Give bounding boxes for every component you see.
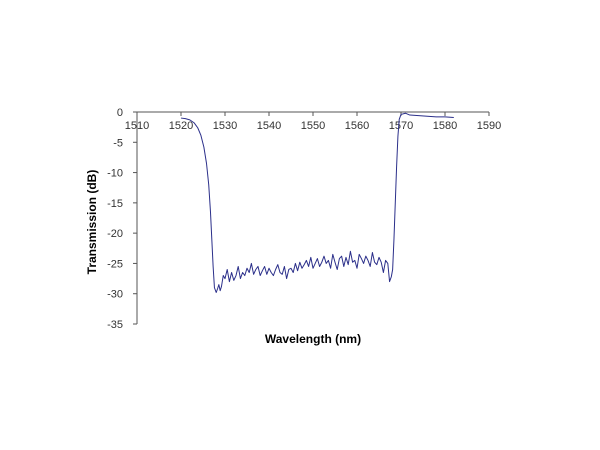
x-tick-label: 1520: [169, 120, 193, 132]
y-axis-title: Transmission (dB): [85, 170, 99, 275]
x-tick-label: 1510: [125, 120, 149, 132]
series-line: [180, 112, 454, 293]
x-tick-label: 1570: [389, 120, 413, 132]
x-tick-label: 1580: [433, 120, 457, 132]
y-tick-label: -10: [107, 168, 123, 180]
x-tick-label: 1550: [301, 120, 325, 132]
x-tick-label: 1590: [477, 120, 501, 132]
x-axis-ticks: 1510 1520 1530 1540 1550 1560 1570 1580 1590: [125, 112, 501, 132]
y-tick-label: -20: [107, 228, 123, 240]
x-tick-label: 1540: [257, 120, 281, 132]
x-tick-label: 1560: [345, 120, 369, 132]
y-axis-ticks: 0 -5 -10 -15 -20 -25 -30 -35: [107, 107, 137, 331]
y-tick-label: -25: [107, 258, 123, 270]
y-tick-label: -30: [107, 289, 123, 301]
x-axis-title: Wavelength (nm): [265, 332, 361, 346]
x-tick-label: 1530: [213, 120, 237, 132]
y-tick-label: -15: [107, 198, 123, 210]
y-tick-label: -5: [113, 137, 123, 149]
y-tick-label: -35: [107, 319, 123, 331]
y-tick-label: 0: [117, 107, 123, 119]
